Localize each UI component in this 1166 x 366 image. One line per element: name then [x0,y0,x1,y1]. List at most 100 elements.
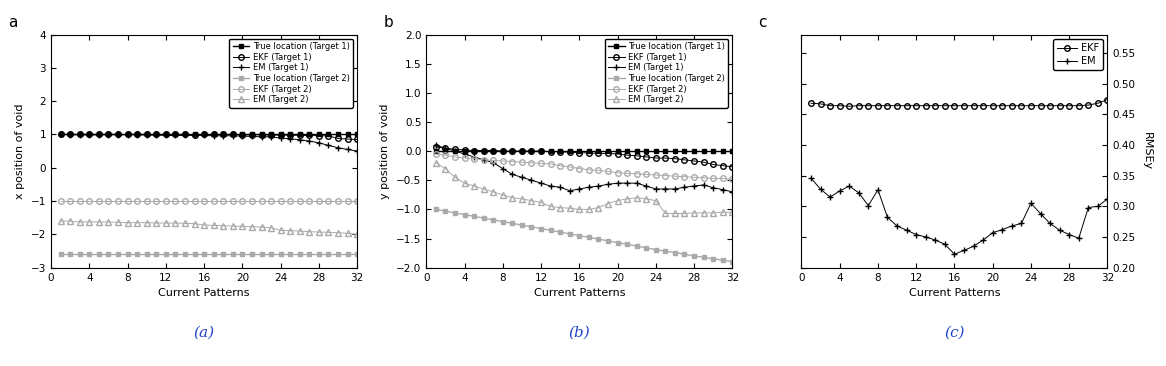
True location (Target 2) [477,216,491,220]
True location (Target 2) [340,252,354,257]
EKF (Target 1) [92,132,106,137]
True location (Target 1) [226,132,240,137]
Text: b: b [384,15,393,30]
True location (Target 1) [92,132,106,137]
EKF (Target 1) [468,148,482,153]
EKF [976,104,990,108]
EKF (Target 1) [111,132,125,137]
True location (Target 1) [312,132,326,137]
EKF (Target 1) [573,151,586,155]
EKF (Target 2) [611,171,625,175]
Legend: True location (Target 1), EKF (Target 1), EM (Target 1), True location (Target 2: True location (Target 1), EKF (Target 1)… [230,39,353,108]
EKF (Target 2) [707,176,721,181]
EM (Target 1) [707,186,721,190]
True location (Target 2) [206,252,220,257]
EM (Target 2) [707,211,721,215]
True location (Target 2) [591,237,605,241]
EM (Target 2) [525,198,539,203]
Y-axis label: RMSEy: RMSEy [1143,132,1152,170]
EKF (Target 1) [620,153,634,157]
Line: EKF (Target 2): EKF (Target 2) [58,198,360,204]
EKF (Target 2) [630,172,644,176]
True location (Target 1) [188,132,202,137]
EKF (Target 1) [101,132,115,136]
EM [1014,221,1028,226]
True location (Target 1) [553,149,567,153]
EM (Target 2) [573,207,586,212]
EM (Target 1) [226,134,240,138]
EM (Target 1) [312,141,326,145]
EM [842,184,856,188]
EKF (Target 2) [468,157,482,161]
EKF (Target 1) [312,134,326,138]
EKF (Target 1) [293,133,307,138]
True location (Target 2) [120,252,134,257]
EKF (Target 2) [668,174,682,178]
True location (Target 2) [620,242,634,247]
True location (Target 2) [438,209,452,213]
EM (Target 1) [178,133,192,138]
EM (Target 2) [120,220,134,225]
Line: EM: EM [808,175,1110,257]
EKF (Target 1) [525,149,539,153]
EM (Target 1) [468,155,482,159]
True location (Target 1) [131,132,145,137]
True location (Target 2) [668,250,682,255]
EM (Target 2) [312,230,326,234]
EM (Target 2) [216,224,230,228]
True location (Target 2) [600,239,614,243]
EKF (Target 1) [149,132,163,137]
True location (Target 2) [486,218,500,222]
EKF (Target 1) [687,159,701,163]
EM (Target 1) [274,136,288,140]
EKF (Target 1) [350,137,364,142]
True location (Target 2) [534,227,548,231]
EKF (Target 2) [438,153,452,157]
EM [862,203,876,208]
Text: (a): (a) [194,326,215,340]
EKF (Target 1) [264,133,278,137]
Y-axis label: y position of void: y position of void [380,103,391,199]
EM [909,232,923,237]
True location (Target 2) [178,252,192,257]
True location (Target 1) [630,149,644,153]
Line: True location (Target 2): True location (Target 2) [58,252,359,257]
EKF (Target 1) [659,156,673,160]
EM (Target 2) [226,224,240,228]
EKF (Target 1) [159,132,173,137]
EKF [1053,104,1067,108]
EM (Target 1) [92,132,106,137]
EKF (Target 1) [340,137,354,141]
Line: True location (Target 1): True location (Target 1) [434,149,735,153]
True location (Target 2) [659,249,673,254]
EM [948,252,962,256]
EKF (Target 2) [496,159,510,163]
EKF (Target 1) [716,164,730,168]
True location (Target 1) [707,149,721,153]
True location (Target 1) [457,149,471,153]
EM [900,228,914,232]
True location (Target 1) [254,132,268,137]
EKF (Target 1) [283,133,297,137]
EM (Target 2) [302,229,316,234]
EM (Target 1) [725,190,739,194]
True location (Target 1) [72,132,86,137]
EKF (Target 2) [457,156,471,160]
EKF (Target 1) [83,132,97,136]
EKF (Target 2) [92,199,106,203]
True location (Target 1) [659,149,673,153]
EM (Target 1) [197,133,211,138]
EM [880,215,894,220]
EM (Target 2) [206,223,220,228]
True location (Target 1) [534,149,548,153]
EKF (Target 2) [101,199,115,203]
EM (Target 1) [236,134,250,138]
True location (Target 2) [283,252,297,257]
True location (Target 1) [648,149,662,153]
EM (Target 2) [178,221,192,225]
EKF [919,104,933,108]
EM (Target 2) [468,184,482,188]
True location (Target 2) [457,212,471,217]
EKF (Target 1) [600,151,614,156]
EKF (Target 1) [534,149,548,153]
